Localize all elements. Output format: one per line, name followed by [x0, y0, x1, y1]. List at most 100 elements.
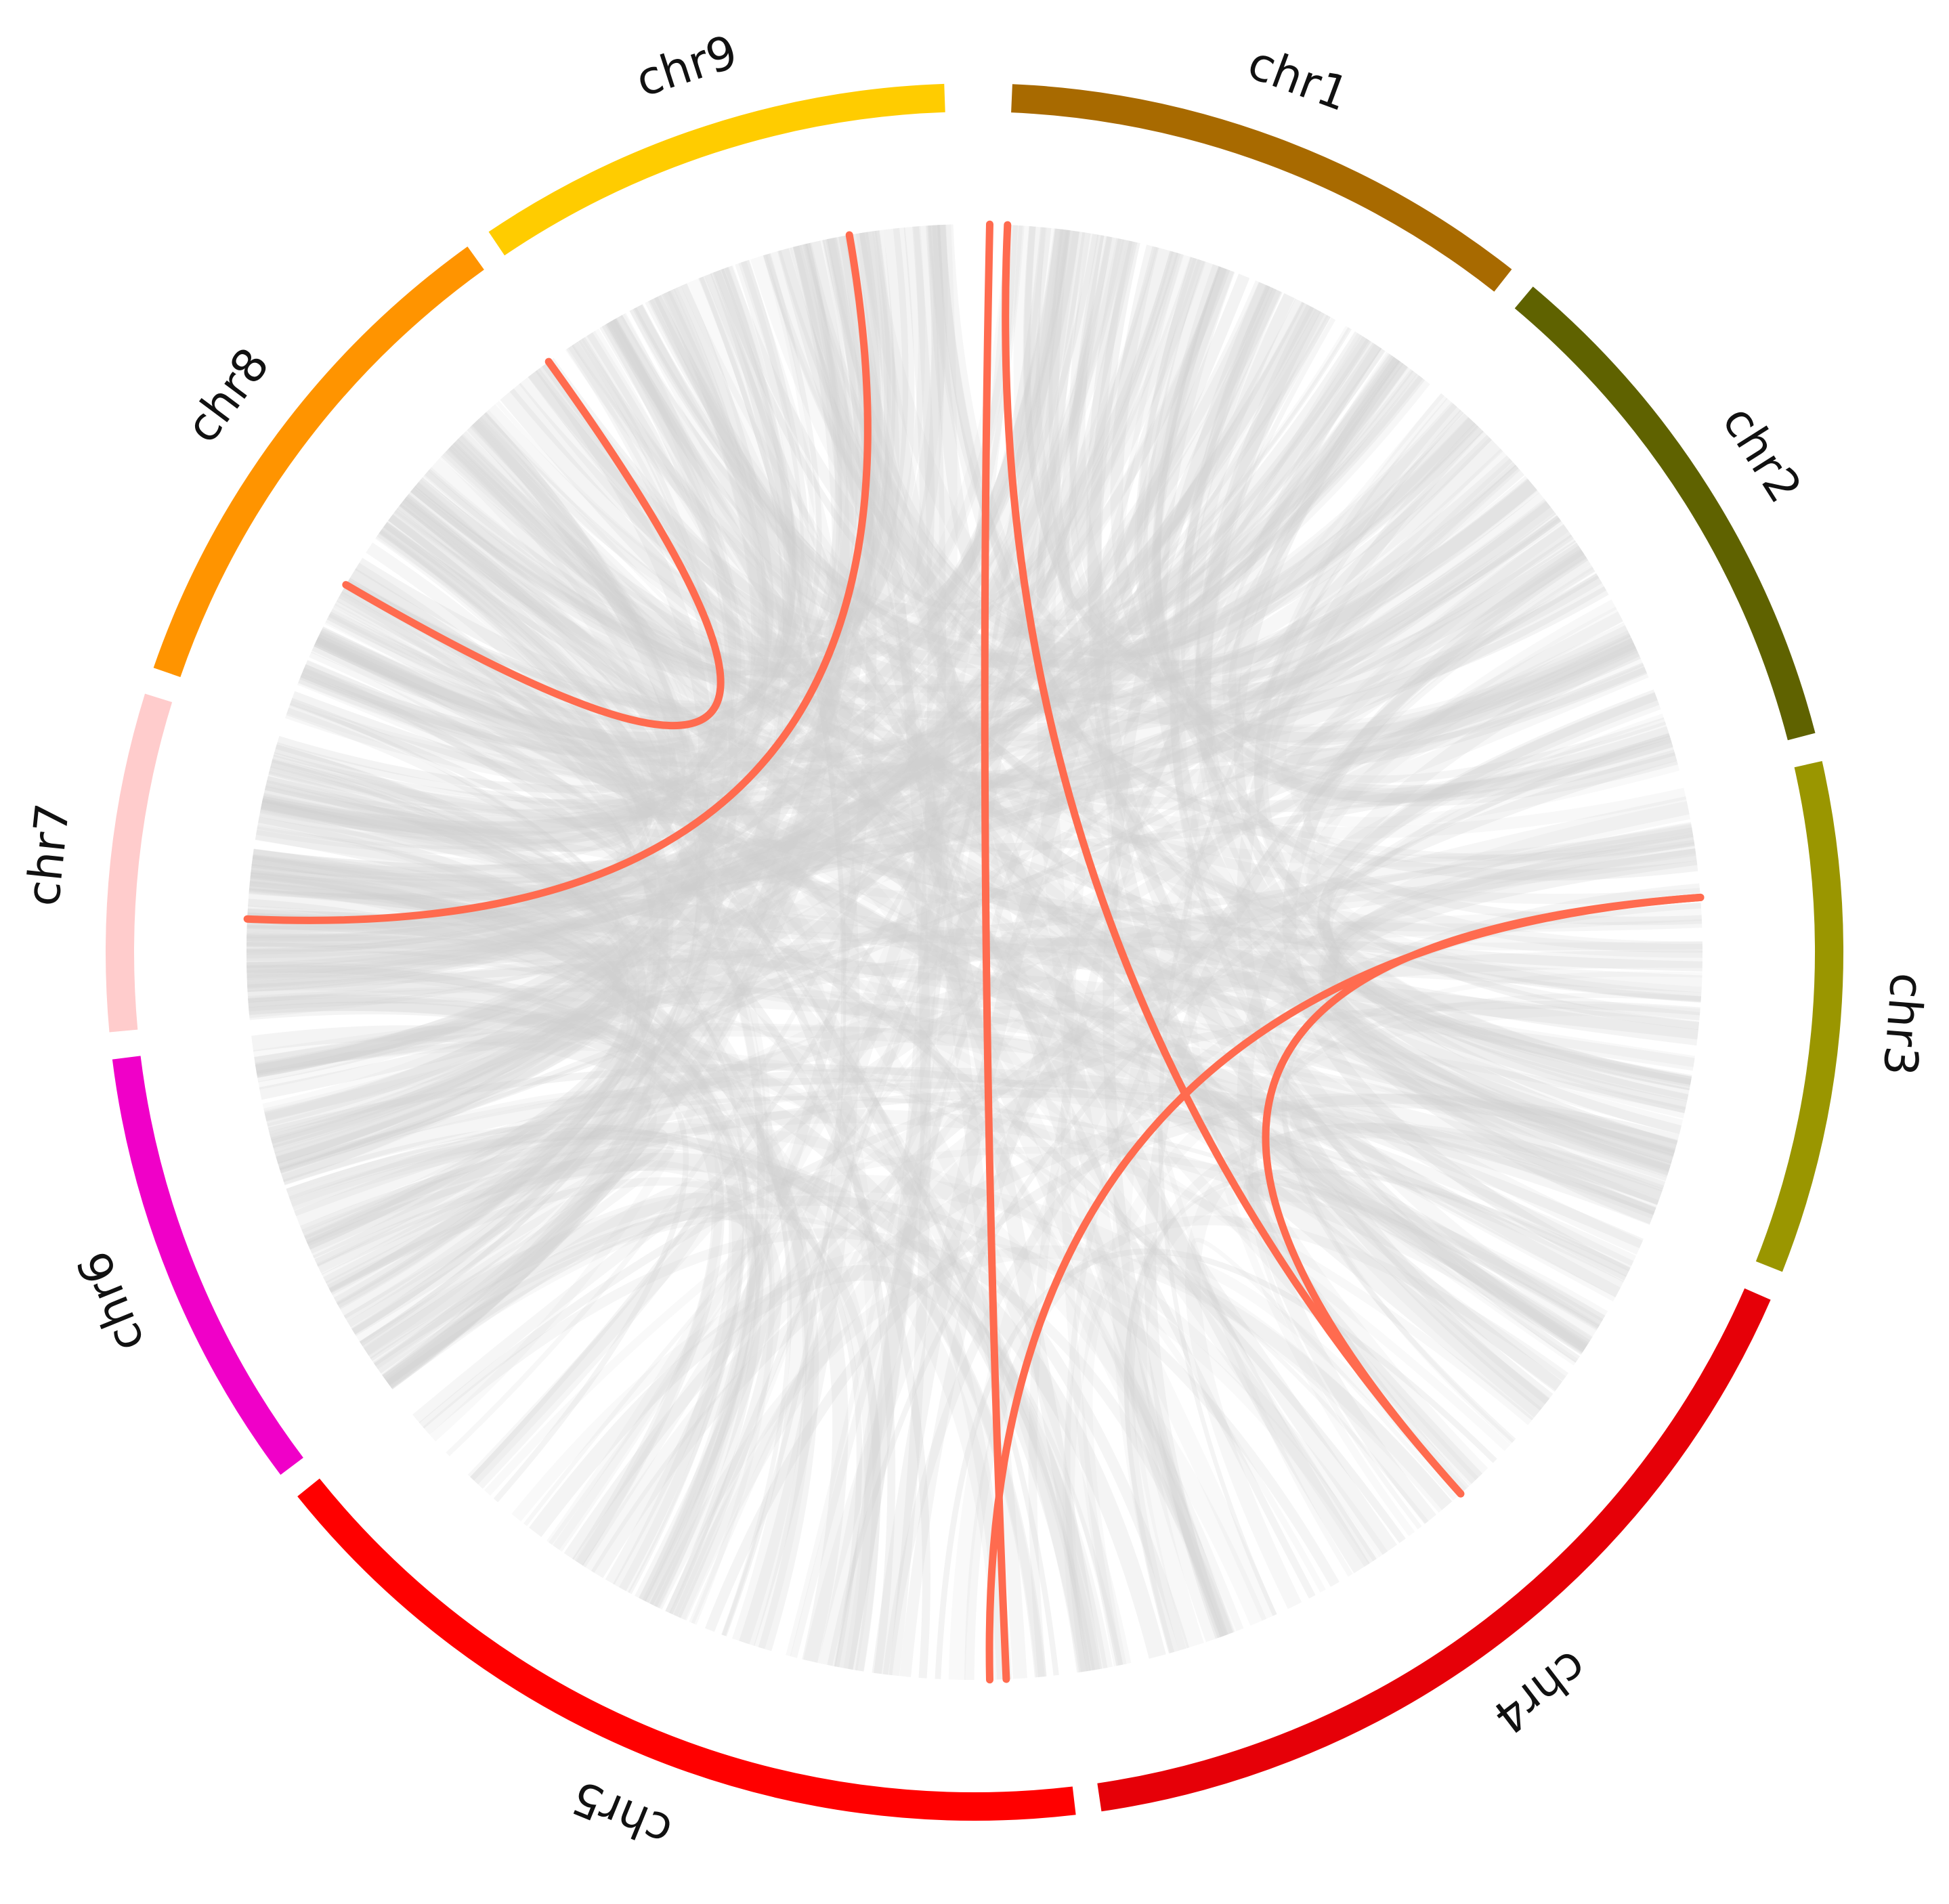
background-link — [317, 1160, 761, 1603]
background-link — [290, 700, 748, 1595]
background-link — [1316, 692, 1690, 1102]
background-link — [249, 1001, 725, 1566]
background-link — [382, 1206, 783, 1618]
background-link — [281, 253, 1184, 1183]
background-link — [255, 237, 1128, 1078]
background-link — [334, 355, 1396, 735]
background-link — [1110, 244, 1678, 806]
background-link — [273, 327, 1352, 804]
chr6-label: chr6 — [67, 1244, 155, 1359]
background-link — [248, 899, 756, 1607]
background-link — [1183, 351, 1415, 1536]
chromosome-ideogram-ring — [106, 83, 1843, 1821]
background-link — [254, 1023, 1665, 1198]
background-link — [300, 375, 1423, 768]
background-link — [325, 1128, 668, 1360]
background-link — [1226, 431, 1493, 698]
background-link — [247, 905, 1606, 1330]
background-link — [1035, 232, 1138, 599]
background-link — [704, 273, 1316, 1599]
background-link — [278, 1089, 657, 1369]
background-link — [359, 1174, 1453, 1513]
background-link — [255, 824, 628, 1171]
background-link — [937, 224, 1671, 1171]
background-link — [265, 775, 1100, 1671]
background-link — [401, 230, 1080, 678]
background-link — [250, 869, 632, 1245]
background-link — [509, 383, 1537, 704]
background-link — [388, 514, 896, 1674]
background-link — [1111, 437, 1502, 1653]
background-link — [351, 1146, 674, 1370]
background-link — [375, 529, 770, 1605]
background-link — [410, 464, 1520, 719]
background-link — [264, 374, 1426, 828]
background-link — [270, 359, 1408, 1150]
background-link — [314, 1089, 1656, 1267]
background-link — [345, 225, 926, 710]
background-link — [475, 257, 1201, 655]
background-link — [442, 444, 1684, 1134]
background-link — [301, 267, 797, 757]
background-link — [247, 942, 1429, 1524]
background-link — [351, 337, 738, 1335]
background-link — [565, 344, 1562, 704]
highlighted-link-6 — [1002, 221, 1465, 1498]
background-link — [1069, 234, 1418, 635]
background-link — [268, 425, 1484, 822]
background-link — [1327, 823, 1696, 903]
background-link — [721, 265, 1602, 716]
background-link — [272, 232, 882, 1164]
background-link — [247, 336, 1370, 930]
background-link — [410, 245, 842, 676]
background-link — [395, 498, 1675, 1164]
background-link — [414, 477, 1673, 813]
background-link — [412, 611, 1623, 1423]
background-link — [1102, 282, 1270, 1639]
background-link — [519, 377, 1634, 1271]
chr8-ideogram-arc — [153, 246, 484, 677]
background-link — [246, 280, 1268, 948]
background-link — [529, 1265, 1108, 1670]
background-link — [252, 848, 638, 1284]
background-link — [247, 438, 679, 982]
background-link — [382, 1181, 714, 1489]
background-link — [267, 1063, 1629, 1277]
background-link — [251, 501, 1551, 882]
background-link — [314, 636, 1604, 1328]
background-link — [266, 771, 639, 1266]
background-link — [347, 253, 822, 712]
background-link — [441, 235, 875, 667]
background-link — [1195, 306, 1659, 1215]
background-link — [714, 251, 1179, 611]
background-link — [294, 1091, 652, 1292]
background-link — [247, 932, 1695, 1071]
background-link — [260, 228, 1069, 836]
chr4-label: chr4 — [1483, 1639, 1598, 1744]
background-link — [471, 422, 1577, 1366]
background-link — [262, 318, 742, 834]
background-link — [247, 974, 881, 1672]
background-link — [279, 341, 727, 1182]
background-link — [246, 913, 618, 968]
background-link — [704, 1094, 1679, 1632]
background-link — [266, 242, 842, 817]
background-link — [340, 246, 1173, 721]
background-link — [305, 299, 1305, 1250]
background-link — [246, 417, 1475, 959]
background-link — [547, 236, 1122, 1551]
background-link — [261, 496, 664, 844]
background-link — [1180, 284, 1700, 1030]
background-link — [249, 763, 620, 1018]
background-link — [394, 504, 1695, 867]
background-link — [298, 651, 1644, 818]
background-link — [277, 1077, 1627, 1282]
background-link — [500, 290, 796, 659]
background-link — [1303, 565, 1693, 862]
background-link — [247, 909, 775, 1625]
chr7-ideogram-arc — [106, 693, 173, 1033]
background-link — [341, 581, 1667, 1190]
background-link — [928, 224, 1663, 1205]
background-link — [964, 1215, 1569, 1681]
